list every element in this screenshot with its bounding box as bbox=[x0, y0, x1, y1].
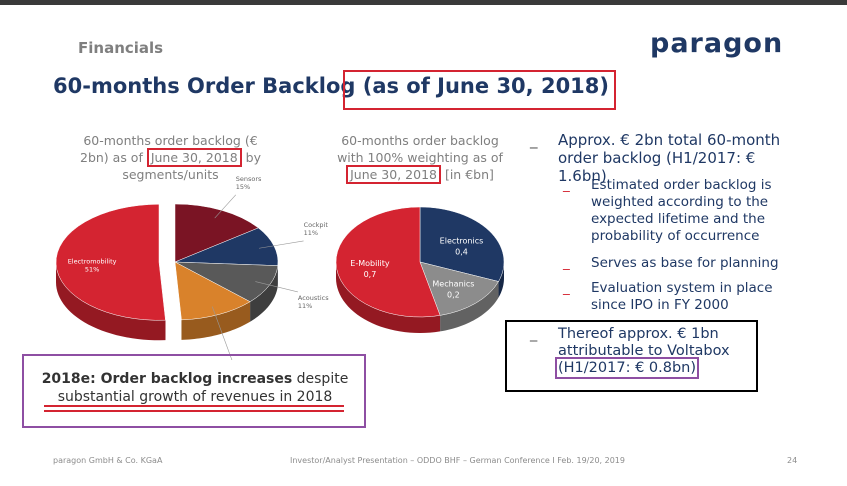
top-bar bbox=[0, 0, 847, 5]
pie-slice bbox=[419, 261, 499, 316]
t-date: June 30, 2018 bbox=[346, 165, 441, 184]
slice-name: Electromobility bbox=[68, 257, 117, 265]
chart-title: 60-months order backlog with 100% weight… bbox=[330, 132, 510, 184]
bullet-text: Approx. € 2bn total 60-month order backl… bbox=[558, 131, 781, 185]
page-number: 24 bbox=[787, 456, 798, 465]
highlight-box bbox=[343, 70, 616, 110]
bullet: _ Estimated order backlog is weighted acc… bbox=[563, 177, 772, 244]
slice-value: 0,7 bbox=[364, 270, 377, 279]
slice-label: Acoustics 11% bbox=[298, 294, 329, 310]
title: 60-months Order Backlog (as of June 30, … bbox=[53, 74, 609, 98]
slice-value: 0,2 bbox=[447, 291, 460, 300]
slice-name: E-Mobility bbox=[350, 259, 390, 268]
slice-label: Electronics 0,4 bbox=[440, 236, 484, 256]
slice-side bbox=[250, 265, 278, 322]
slice-label: Electromobility 51% bbox=[68, 257, 117, 273]
slice-value: 15% bbox=[236, 183, 250, 191]
box-right-text: _ Thereof approx. € 1bn attributable to V… bbox=[530, 326, 730, 379]
t: [in €bn] bbox=[440, 167, 494, 182]
slice-side bbox=[181, 301, 251, 340]
bullet-text: Evaluation system in place since IPO in … bbox=[591, 280, 773, 313]
slice-value: 11% bbox=[298, 302, 312, 310]
t-highlight: (H1/2017: € 0.8bn) bbox=[554, 357, 700, 379]
slice-side bbox=[56, 262, 166, 341]
slice-name: Mechanics bbox=[432, 280, 474, 289]
chart-title: 60-months order backlog (€ 2bn) as of Ju… bbox=[78, 132, 263, 183]
box-left bbox=[22, 354, 366, 428]
title-date: (as of June 30, 2018) bbox=[362, 74, 609, 98]
logo: paragon bbox=[650, 28, 784, 59]
leader-line bbox=[259, 240, 304, 249]
section: Financials bbox=[78, 39, 164, 57]
t: despite substantial growth of revenues i… bbox=[57, 371, 349, 405]
slice-side bbox=[440, 281, 499, 332]
t-bold: 2018e: Order backlog increases bbox=[41, 371, 293, 387]
slice-name: Sensors bbox=[236, 175, 262, 183]
footer-left: paragon GmbH & Co. KGaA bbox=[53, 456, 163, 465]
title-text: 60-months Order Backlog bbox=[53, 74, 363, 98]
t: 60-months order backlog with 100% weight… bbox=[337, 133, 503, 165]
underline bbox=[44, 405, 344, 407]
slice-side bbox=[498, 262, 504, 298]
slice-value: 51% bbox=[85, 265, 99, 273]
slice-value: 0,4 bbox=[455, 247, 468, 256]
leader-line bbox=[255, 281, 298, 293]
t: Thereof approx. € 1bn attributable to Vo… bbox=[558, 326, 730, 359]
t: by segments/units bbox=[122, 150, 261, 182]
slice-value: 11% bbox=[304, 229, 318, 237]
bullet-text: Estimated order backlog is weighted acco… bbox=[591, 177, 772, 244]
slice-name: Electronics bbox=[440, 236, 484, 245]
underline bbox=[44, 410, 344, 412]
bullet: _ Approx. € 2bn total 60-month order back… bbox=[530, 131, 781, 185]
bullet: _ Evaluation system in place since IPO in… bbox=[563, 280, 773, 313]
leader-line bbox=[214, 194, 237, 219]
slice-name: Cockpit bbox=[304, 221, 329, 229]
slice-side bbox=[336, 262, 441, 333]
pie-slice bbox=[419, 206, 505, 282]
slice-label: Cockpit 11% bbox=[304, 221, 329, 237]
pie-slice bbox=[55, 204, 166, 321]
slice-name: Acoustics bbox=[298, 294, 329, 302]
t-date: June 30, 2018 bbox=[146, 148, 242, 167]
bullet: _ Serves as base for planning bbox=[563, 255, 779, 271]
pie-slice bbox=[335, 206, 441, 318]
t: 60-months order backlog (€ 2bn) as of bbox=[80, 133, 258, 165]
bullet-text: Serves as base for planning bbox=[591, 255, 779, 271]
pie-slice bbox=[174, 261, 251, 321]
slice-label: Sensors 15% bbox=[236, 175, 262, 191]
leader-line bbox=[211, 306, 233, 360]
footer-center: Investor/Analyst Presentation – ODDO BHF… bbox=[290, 456, 625, 465]
slice-label: Mechanics 0,2 bbox=[432, 280, 474, 300]
slice-label: E-Mobility 0,7 bbox=[350, 259, 390, 279]
box-left-text: 2018e: Order backlog increases despite s… bbox=[40, 370, 350, 406]
box-right bbox=[505, 320, 758, 392]
